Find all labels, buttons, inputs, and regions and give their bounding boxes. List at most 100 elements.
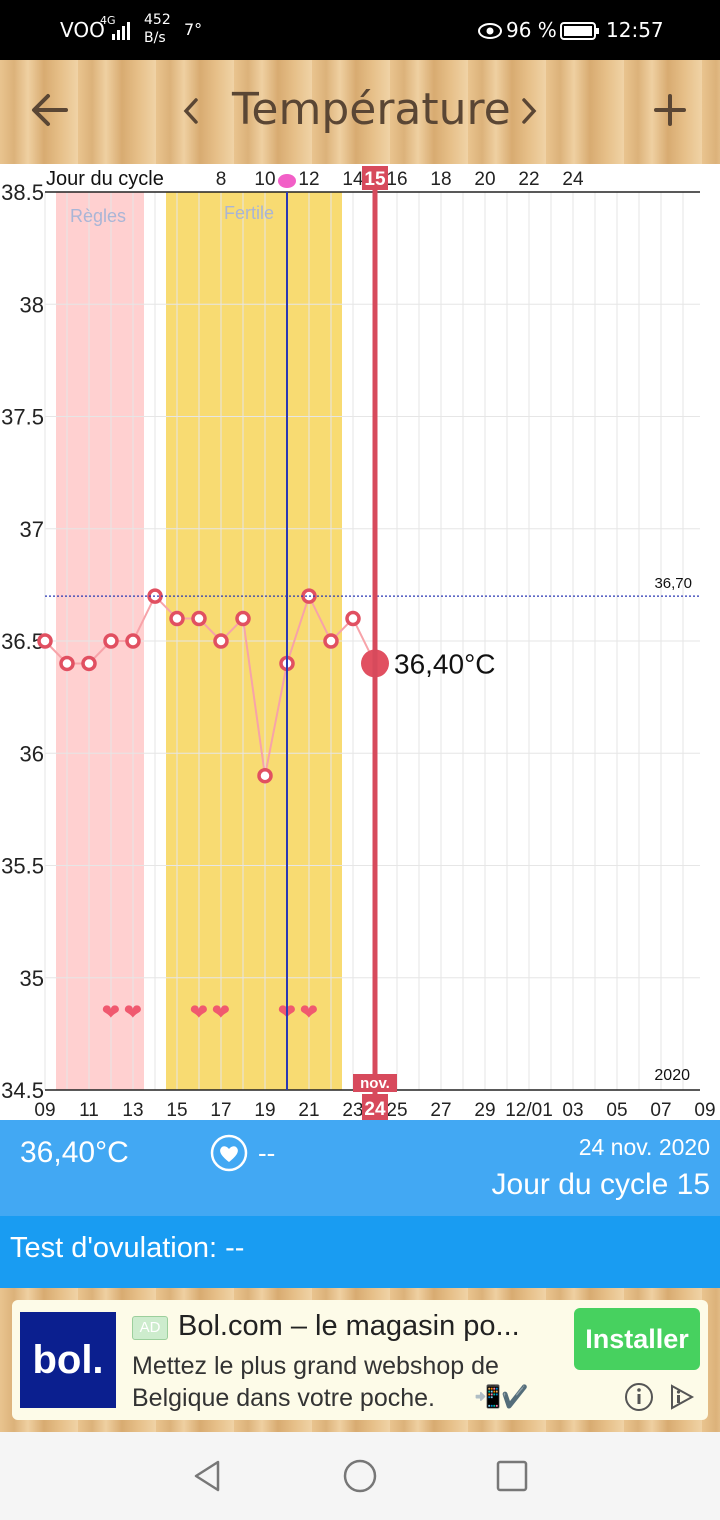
add-plus-icon[interactable]	[652, 92, 688, 128]
x-tick-label: 27	[430, 1100, 451, 1120]
nav-back-icon[interactable]	[190, 1458, 224, 1494]
info-temperature: 36,40°C	[20, 1136, 129, 1169]
selected-day: 24	[364, 1099, 386, 1120]
x-tick-label: 17	[210, 1100, 231, 1120]
cycle-day-tick: 12	[298, 169, 319, 190]
y-tick-label: 35.5	[1, 854, 44, 879]
cycle-day-tick: 14	[342, 169, 364, 190]
back-arrow-icon[interactable]	[30, 92, 70, 128]
x-tick-label: 29	[474, 1100, 495, 1120]
x-tick-label: 07	[650, 1100, 671, 1120]
cycle-day-tick: 18	[430, 169, 451, 190]
network-label: 4G	[100, 14, 116, 27]
cycle-day-tick: 8	[216, 169, 227, 190]
x-tick-label: 09	[694, 1100, 715, 1120]
selected-day-box	[362, 1094, 388, 1122]
nav-home-icon[interactable]	[342, 1458, 378, 1494]
y-tick-label: 34.5	[1, 1078, 44, 1103]
period-label: Règles	[70, 206, 126, 226]
x-tick-label: 03	[562, 1100, 583, 1120]
temperature-point	[235, 610, 251, 627]
temperature-point	[103, 633, 119, 649]
eye-icon	[478, 23, 502, 39]
intercourse-heart-icon: ❤	[124, 1000, 142, 1025]
x-tick-label: 12/01	[505, 1100, 553, 1120]
cycle-day-tick: 10	[254, 169, 275, 190]
prev-chevron-icon[interactable]	[180, 96, 202, 126]
signal-icon	[112, 22, 130, 40]
ad-desc-line2: Belgique dans votre poche.	[132, 1384, 435, 1412]
temperature-point	[323, 633, 339, 649]
x-tick-label: 13	[122, 1100, 143, 1120]
battery-percent: 96 %	[506, 18, 557, 42]
x-tick-label: 21	[298, 1100, 319, 1120]
ovulation-test-bar[interactable]: Test d'ovulation: --	[0, 1216, 720, 1288]
carrier-label: VOO	[60, 18, 105, 42]
temperature-point	[257, 767, 273, 784]
battery-icon	[560, 22, 599, 40]
weather-temp: 7°	[184, 20, 203, 39]
x-tick-label: 19	[254, 1100, 275, 1120]
y-tick-label: 36.5	[1, 629, 44, 654]
status-bar: VOO 4G 452 B/s 7° 96 % 12:57	[0, 0, 720, 60]
x-tick-label: 23	[342, 1100, 363, 1120]
coverline-label: 36,70	[654, 575, 692, 592]
install-button[interactable]: Installer	[574, 1308, 700, 1370]
x-tick-label: 11	[79, 1100, 99, 1120]
y-tick-label: 38	[20, 292, 44, 317]
next-chevron-icon[interactable]	[518, 96, 540, 126]
ad-badge: AD	[132, 1316, 168, 1340]
cycle-day-tick: 22	[518, 169, 539, 190]
temperature-point	[345, 610, 361, 627]
page-title: Température	[232, 84, 511, 135]
nav-recent-icon[interactable]	[495, 1459, 529, 1493]
x-tick-label: 25	[386, 1100, 407, 1120]
temperature-line	[44, 593, 376, 776]
heart-value: --	[258, 1138, 276, 1168]
temperature-chart[interactable]: 38.5 38 37.5 37 36.5 36 35.5 35 34.5 09 11 13 15 17 19…	[0, 164, 720, 1122]
info-bar[interactable]: 36,40°C -- 24 nov. 2020 Jour du cycle 15	[0, 1120, 720, 1216]
heart-icon[interactable]	[210, 1134, 248, 1172]
ovulation-test-label: Test d'ovulation: --	[10, 1232, 245, 1264]
intercourse-heart-icon: ❤	[190, 1000, 208, 1025]
intercourse-heart-icon: ❤	[102, 1000, 120, 1025]
fertile-label: Fertile	[224, 203, 274, 223]
adchoices-icon[interactable]	[666, 1382, 696, 1412]
temperature-point	[59, 655, 75, 672]
ad-title[interactable]: Bol.com – le magasin po...	[178, 1310, 520, 1342]
selected-value-label: 36,40°C	[394, 648, 496, 679]
y-tick-label: 38.5	[1, 180, 44, 205]
temperature-point	[81, 655, 97, 672]
ad-banner: bol. AD Bol.com – le magasin po... Mette…	[0, 1288, 720, 1432]
system-nav-bar	[0, 1432, 720, 1520]
info-cycle-day: Jour du cycle 15	[491, 1168, 710, 1201]
ad-logo[interactable]: bol.	[20, 1312, 116, 1408]
ovulation-marker	[278, 174, 296, 188]
cycle-day-tick: 20	[474, 169, 495, 190]
selected-month: nov.	[360, 1075, 390, 1092]
y-tick-label: 37.5	[1, 405, 44, 430]
x-tick-label: 05	[606, 1100, 627, 1120]
selected-cycle-day: 15	[364, 169, 386, 190]
temperature-point	[191, 610, 207, 627]
intercourse-heart-icon: ❤	[300, 1000, 318, 1025]
ad-emoji: 📲✔️	[474, 1384, 529, 1409]
ad-card[interactable]: bol. AD Bol.com – le magasin po... Mette…	[12, 1300, 708, 1420]
info-icon[interactable]	[624, 1382, 654, 1412]
temperature-point	[169, 610, 185, 627]
speed-unit: B/s	[144, 30, 166, 46]
app-header: Température	[0, 60, 720, 164]
year-label: 2020	[654, 1067, 690, 1084]
cycle-day-tick: 16	[386, 169, 407, 190]
y-tick-label: 37	[20, 517, 44, 542]
temperature-point	[125, 633, 141, 649]
selected-cycle-day-box	[362, 166, 388, 190]
speed-value: 452	[144, 12, 171, 28]
intercourse-heart-icon: ❤	[212, 1000, 230, 1025]
y-tick-label: 35	[20, 966, 44, 991]
x-tick-label: 09	[34, 1100, 55, 1120]
ad-desc-line1: Mettez le plus grand webshop de	[132, 1352, 499, 1380]
x-tick-label: 15	[166, 1100, 187, 1120]
cycle-day-tick: 24	[562, 169, 584, 190]
